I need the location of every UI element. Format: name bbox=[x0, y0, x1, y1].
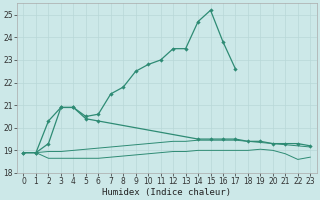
X-axis label: Humidex (Indice chaleur): Humidex (Indice chaleur) bbox=[102, 188, 231, 197]
